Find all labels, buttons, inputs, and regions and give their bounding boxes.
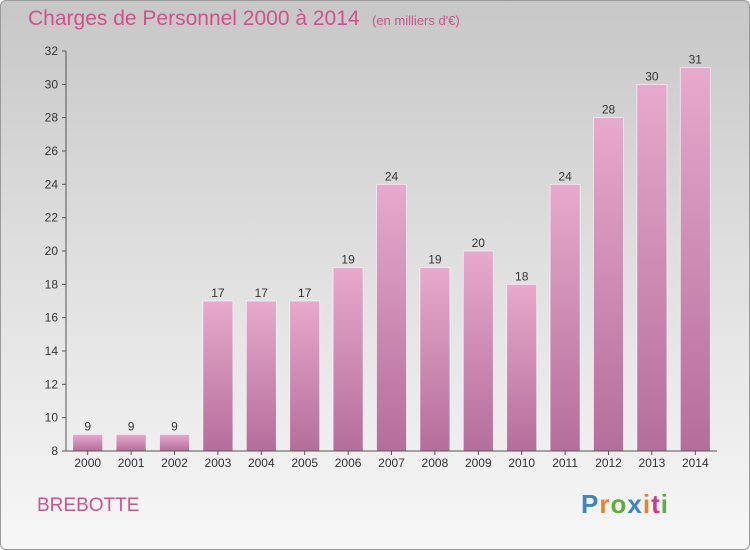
bar-value-label: 9 [171, 419, 178, 433]
x-tick-label: 2002 [161, 456, 188, 470]
bar [679, 67, 711, 452]
y-tick-label: 8 [51, 444, 58, 458]
logo-letter: i [660, 489, 669, 519]
logo-letter: i [642, 489, 652, 519]
bar-value-label: 17 [298, 286, 312, 300]
x-tick-label: 2014 [682, 456, 709, 470]
commune-name: BREBOTTE [37, 495, 140, 516]
y-tick-label: 16 [45, 311, 59, 325]
x-tick-label: 2013 [639, 456, 666, 470]
bar [332, 267, 364, 452]
logo-letter: r [599, 489, 611, 519]
bar [245, 300, 277, 452]
bar [549, 183, 581, 452]
chart-title: Charges de Personnel 2000 à 2014 [28, 7, 360, 30]
x-tick-label: 2000 [74, 456, 101, 470]
bar-value-label: 24 [385, 169, 399, 183]
bar-value-label: 20 [472, 236, 486, 250]
x-tick-label: 2007 [378, 456, 405, 470]
y-tick-label: 24 [45, 177, 59, 191]
bar-value-label: 31 [689, 53, 703, 67]
bar-value-label: 28 [602, 103, 616, 117]
y-tick-label: 30 [45, 77, 59, 91]
bar [419, 267, 451, 452]
y-tick-label: 20 [45, 244, 59, 258]
bar-value-label: 18 [515, 269, 529, 283]
y-tick-label: 28 [45, 111, 59, 125]
y-tick-label: 32 [45, 44, 59, 58]
bar-value-label: 9 [128, 419, 135, 433]
bar [593, 117, 624, 452]
x-tick-label: 2010 [508, 456, 535, 470]
y-tick-label: 22 [45, 211, 59, 225]
y-tick-label: 26 [45, 144, 59, 158]
logo-letter: P [581, 489, 600, 519]
x-tick-label: 2012 [595, 456, 622, 470]
bar-value-label: 19 [428, 253, 442, 267]
logo-letter: t [651, 489, 661, 519]
logo-letter: x [627, 489, 643, 519]
y-tick-label: 14 [45, 344, 59, 358]
bar-value-label: 30 [645, 69, 659, 83]
bar [159, 433, 190, 452]
x-tick-label: 2001 [118, 456, 145, 470]
y-tick-label: 10 [45, 411, 59, 425]
y-tick-label: 18 [45, 277, 59, 291]
bar-value-label: 17 [211, 286, 225, 300]
bar [376, 183, 407, 452]
bar-value-label: 24 [558, 169, 572, 183]
chart-subtitle: (en milliers d'€) [372, 13, 460, 28]
proxiti-logo: Proxiti [581, 489, 669, 520]
bar [636, 83, 668, 452]
bar [289, 300, 321, 452]
bar [462, 250, 494, 452]
bar [506, 283, 538, 452]
bar [115, 433, 147, 452]
bar-value-label: 9 [84, 419, 91, 433]
x-tick-label: 2011 [552, 456, 578, 470]
bar-value-label: 17 [255, 286, 269, 300]
bar [202, 300, 234, 452]
x-tick-label: 2008 [422, 456, 449, 470]
x-tick-label: 2003 [205, 456, 232, 470]
x-tick-label: 2004 [248, 456, 275, 470]
logo-letter: o [610, 489, 628, 519]
bar-value-label: 19 [341, 253, 355, 267]
y-tick-label: 12 [45, 377, 59, 391]
x-tick-label: 2006 [335, 456, 362, 470]
x-tick-label: 2005 [291, 456, 318, 470]
x-tick-label: 2009 [465, 456, 492, 470]
bar [72, 433, 104, 452]
